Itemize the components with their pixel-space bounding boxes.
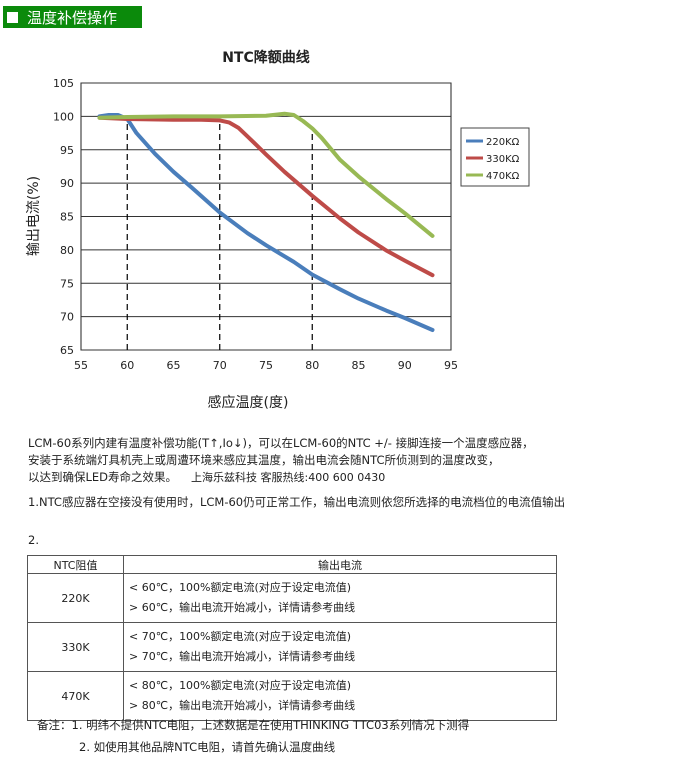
- y-tick-label: 70: [60, 311, 74, 324]
- x-tick-label: 65: [167, 359, 181, 372]
- intro-line-2: 安装于系统端灯具机壳上或周遭环境来感应其温度，输出电流会随NTC所侦测到的温度改…: [28, 453, 500, 467]
- desc-line: > 70℃，输出电流开始减小，详情请参考曲线: [129, 650, 356, 663]
- table-row: 470K < 80℃，100%额定电流(对应于设定电流值) > 80℃，输出电流…: [27, 671, 557, 721]
- x-tick-label: 70: [213, 359, 227, 372]
- ntc-value-cell: 220K: [27, 573, 124, 623]
- y-tick-label: 75: [60, 277, 74, 290]
- x-tick-label: 85: [352, 359, 366, 372]
- x-tick-label: 75: [259, 359, 273, 372]
- table-header-row: NTC阻值 输出电流: [27, 555, 557, 574]
- desc-line: > 60℃，输出电流开始减小，详情请参考曲线: [129, 601, 356, 614]
- x-tick-label: 55: [74, 359, 88, 372]
- header-output-current: 输出电流: [123, 555, 557, 574]
- remarks: 备注：1. 明纬不提供NTC电阻，上述数据是在使用THINKING TTC03系…: [37, 714, 469, 758]
- y-tick-label: 65: [60, 344, 74, 357]
- note-1: 1.NTC感应器在空接没有使用时，LCM-60仍可正常工作，输出电流则依您所选择…: [28, 495, 566, 509]
- note-2: 2.: [28, 533, 39, 547]
- legend-label-0: 220KΩ: [486, 137, 520, 148]
- promo-hotline: 上海乐兹科技 客服热线:400 600 0430: [191, 471, 386, 484]
- x-tick-label: 80: [305, 359, 319, 372]
- legend-label-1: 330KΩ: [486, 154, 520, 165]
- ntc-derating-chart: 65 70 75 80 85 90 95 100 105 55 60 65 70 75 80 85 90 95 NT…: [26, 49, 530, 411]
- series-line-2: [97, 111, 435, 238]
- header-ntc-resistance: NTC阻值: [27, 555, 124, 574]
- y-tick-label: 95: [60, 144, 74, 157]
- y-axis-label: 输出电流(%): [26, 176, 42, 256]
- y-tick-label: 90: [60, 177, 74, 190]
- intro-paragraph: LCM-60系列内建有温度补偿功能(T↑,Io↓)，可以在LCM-60的NTC …: [28, 435, 534, 486]
- current-desc-cell: < 70℃，100%额定电流(对应于设定电流值) > 70℃，输出电流开始减小，…: [123, 622, 557, 672]
- current-desc-cell: < 60℃，100%额定电流(对应于设定电流值) > 60℃，输出电流开始减小，…: [123, 573, 557, 623]
- y-tick-label: 105: [53, 77, 74, 90]
- ntc-value-cell: 470K: [27, 671, 124, 721]
- x-axis-label: 感应温度(度): [208, 394, 289, 411]
- desc-line: < 80℃，100%额定电流(对应于设定电流值): [129, 679, 352, 692]
- remark-1: 备注：1. 明纬不提供NTC电阻，上述数据是在使用THINKING TTC03系…: [37, 718, 470, 732]
- y-tick-label: 85: [60, 211, 74, 224]
- legend-label-2: 470KΩ: [486, 171, 520, 182]
- table-row: 330K < 70℃，100%额定电流(对应于设定电流值) > 70℃，输出电流…: [27, 622, 557, 672]
- desc-line: < 70℃，100%额定电流(对应于设定电流值): [129, 630, 352, 643]
- square-bullet-icon: [7, 11, 18, 23]
- series-line-1: [97, 115, 435, 278]
- chart-title: NTC降额曲线: [222, 49, 310, 66]
- intro-line-1: LCM-60系列内建有温度补偿功能(T↑,Io↓)，可以在LCM-60的NTC …: [28, 436, 534, 450]
- current-desc-cell: < 80℃，100%额定电流(对应于设定电流值) > 80℃，输出电流开始减小，…: [123, 671, 557, 721]
- y-tick-label: 100: [53, 110, 74, 123]
- remark-2: 2. 如使用其他品牌NTC电阻，请首先确认温度曲线: [79, 740, 336, 754]
- ntc-table: NTC阻值 输出电流 220K < 60℃，100%额定电流(对应于设定电流值)…: [27, 555, 557, 721]
- ntc-value-cell: 330K: [27, 622, 124, 672]
- section-header: 温度补偿操作: [3, 6, 142, 28]
- y-tick-label: 80: [60, 244, 74, 257]
- section-title: 温度补偿操作: [27, 8, 118, 27]
- desc-line: < 60℃，100%额定电流(对应于设定电流值): [129, 581, 352, 594]
- table-row: 220K < 60℃，100%额定电流(对应于设定电流值) > 60℃，输出电流…: [27, 573, 557, 623]
- x-tick-label: 90: [398, 359, 412, 372]
- intro-line-3-text: 以达到确保LED寿命之效果。: [28, 470, 178, 484]
- x-tick-label: 95: [444, 359, 458, 372]
- x-tick-label: 60: [120, 359, 134, 372]
- desc-line: > 80℃，输出电流开始减小，详情请参考曲线: [129, 699, 356, 712]
- intro-line-3: 以达到确保LED寿命之效果。 上海乐兹科技 客服热线:400 600 0430: [28, 469, 534, 486]
